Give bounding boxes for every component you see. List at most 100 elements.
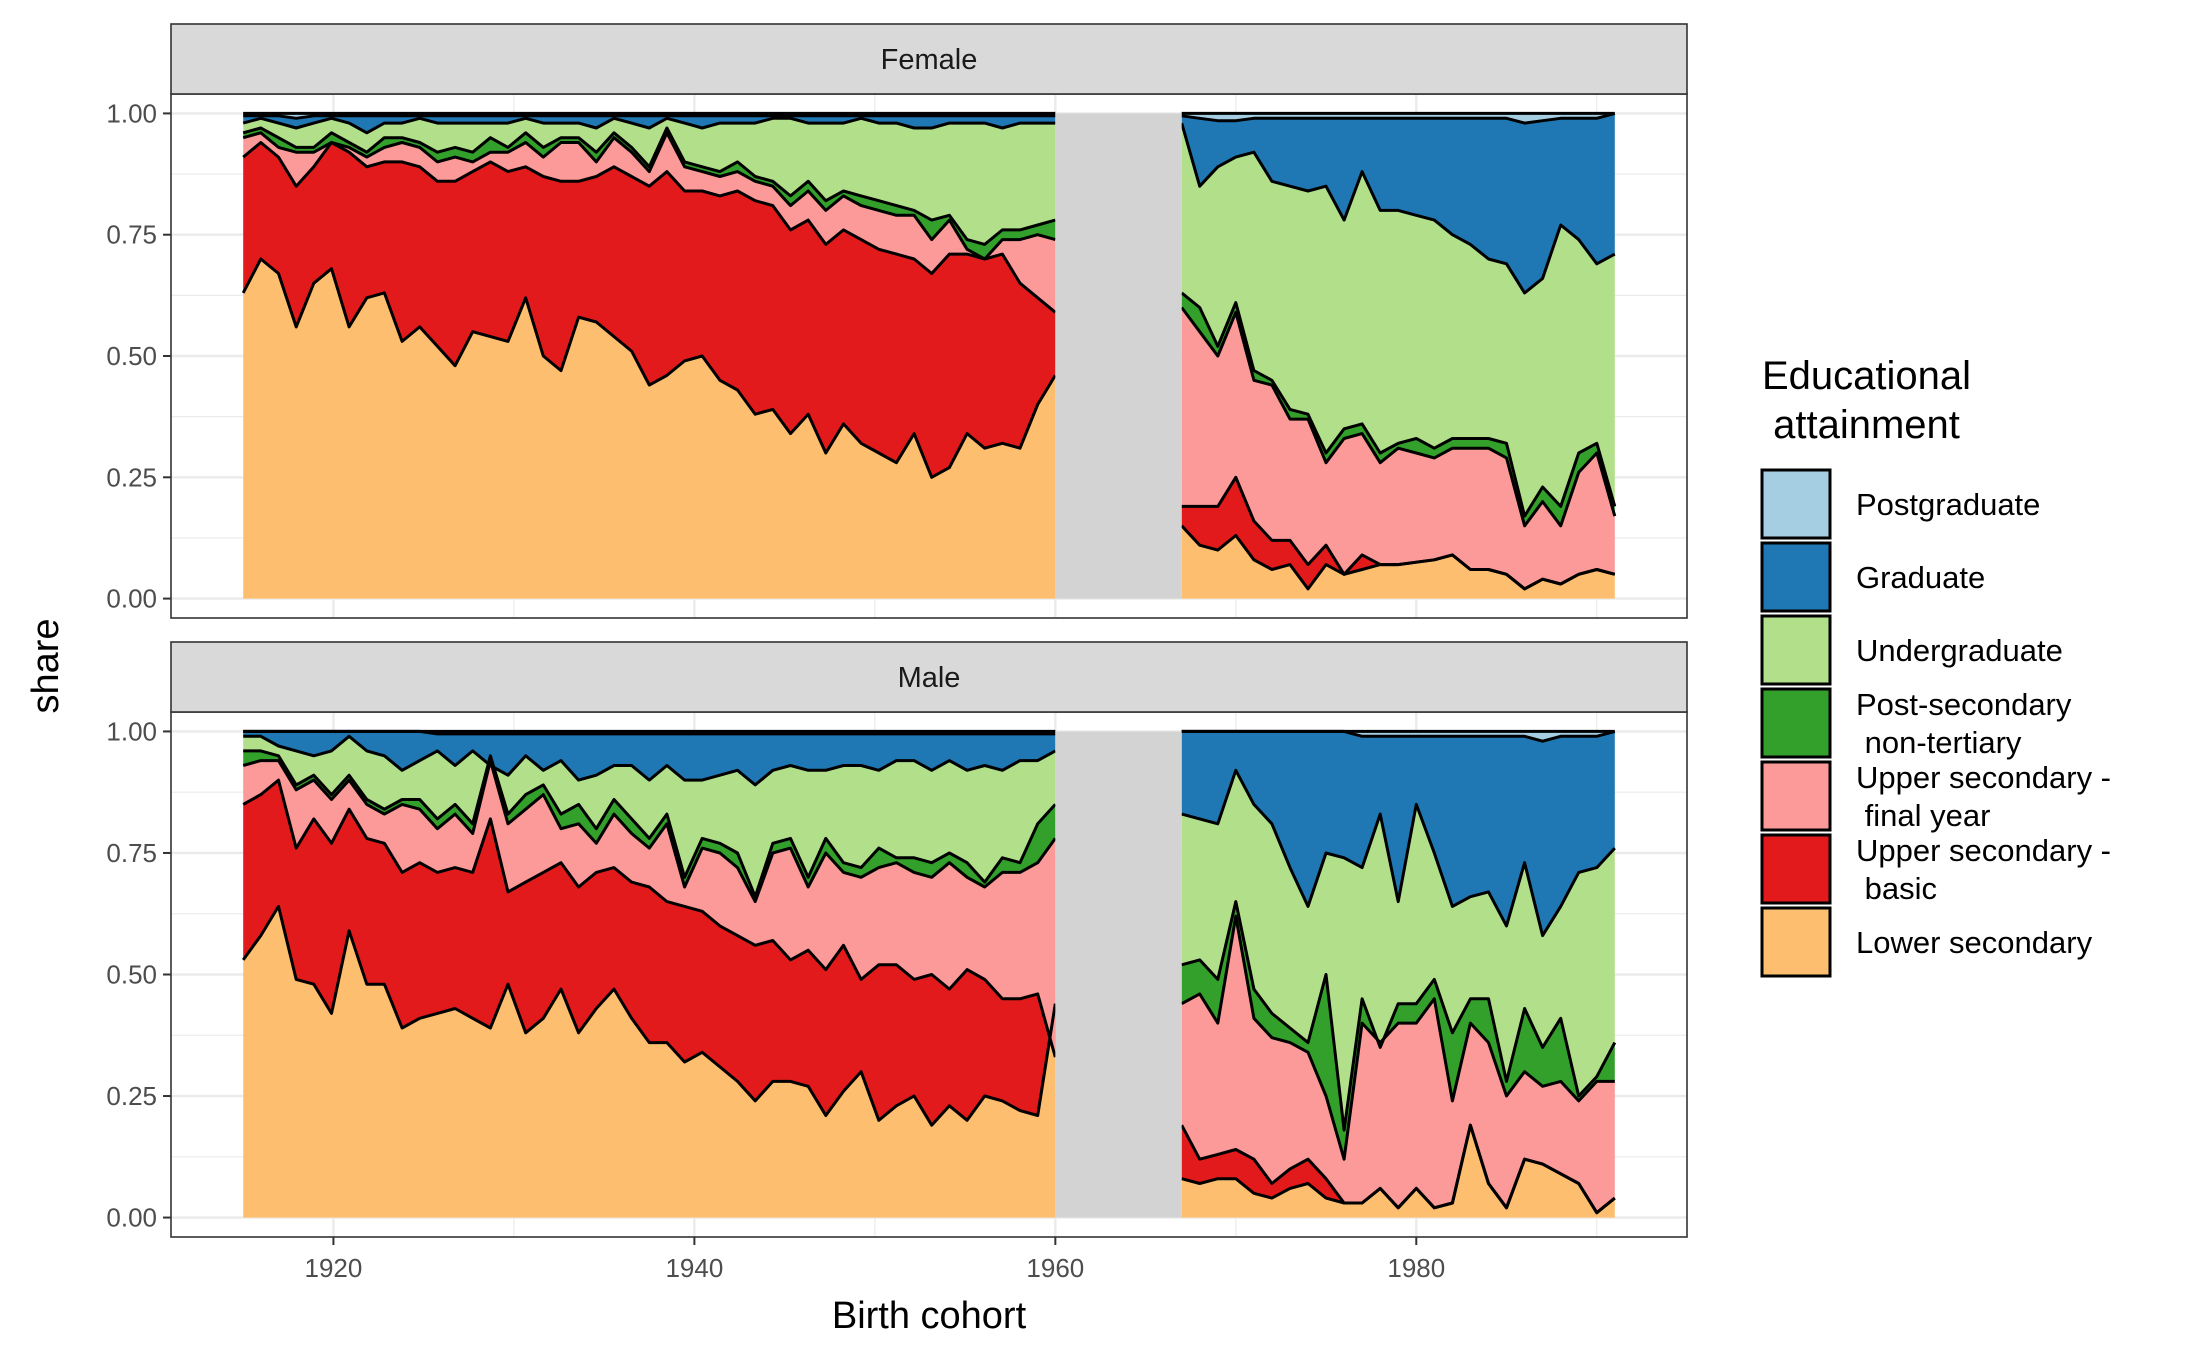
x-tick-label: 1920 bbox=[305, 1253, 363, 1283]
area-upper-secondary-final-year bbox=[1181, 916, 1615, 1213]
segment-early bbox=[241, 729, 1057, 1218]
legend-swatch bbox=[1760, 760, 1832, 832]
line-upper-secondary-final-year bbox=[242, 759, 1057, 904]
area-lower-secondary bbox=[243, 259, 1056, 599]
y-tick-label: 0.75 bbox=[106, 220, 157, 250]
area-upper-secondary-final-year bbox=[243, 760, 1056, 1058]
legend-item-graduate: Graduate bbox=[1760, 541, 1985, 613]
area-upper-secondary-basic bbox=[243, 142, 1056, 478]
legend-label-line: final year bbox=[1856, 798, 1990, 833]
legend-label-line: Graduate bbox=[1856, 560, 1985, 595]
legend-label-line: Upper secondary - bbox=[1856, 760, 2111, 795]
legend-item-lower-secondary: Lower secondary bbox=[1760, 906, 2093, 978]
panel-female: Female bbox=[170, 23, 1688, 619]
area-lower-secondary bbox=[1181, 525, 1615, 599]
area-undergraduate bbox=[243, 736, 1056, 897]
chart-panels: Female Male bbox=[170, 23, 1688, 1238]
line-upper-secondary-final-year bbox=[1180, 306, 1617, 528]
legend-label: Graduate bbox=[1856, 560, 1985, 595]
legend-label: Undergraduate bbox=[1856, 633, 2063, 668]
line-undergraduate bbox=[1181, 768, 1616, 938]
legend-label-line: Undergraduate bbox=[1856, 633, 2063, 668]
line-post-secondary-non-tertiary bbox=[243, 749, 1057, 899]
legend-item-postgraduate: Postgraduate bbox=[1760, 468, 2040, 540]
legend: Educational attainment Postgraduate Gradu… bbox=[1760, 354, 2111, 978]
legend-label: Upper secondary - final year bbox=[1856, 760, 2111, 833]
legend-label-line: Upper secondary - bbox=[1856, 833, 2111, 868]
area-lower-secondary bbox=[243, 906, 1056, 1218]
area-upper-secondary-final-year bbox=[243, 132, 1056, 313]
line-post-secondary-non-tertiary bbox=[1181, 900, 1617, 1132]
line-post-secondary-non-tertiary bbox=[242, 126, 1056, 246]
legend-label-line: non-tertiary bbox=[1856, 725, 2022, 760]
line-upper-secondary-final-year bbox=[242, 131, 1056, 261]
x-tick-label: 1940 bbox=[665, 1253, 723, 1283]
area-postgraduate bbox=[1181, 731, 1615, 742]
legend-label-line: Postgraduate bbox=[1856, 487, 2040, 522]
y-tick-label: 0.00 bbox=[106, 584, 157, 614]
y-axis-male: 0.00 0.25 0.50 0.75 1.00 bbox=[106, 716, 171, 1233]
line-lower-secondary bbox=[241, 904, 1057, 1127]
legend-swatch bbox=[1760, 541, 1832, 613]
missing-data-gap bbox=[1055, 113, 1182, 599]
line-undergraduate bbox=[1180, 122, 1616, 295]
x-tick-label: 1960 bbox=[1026, 1253, 1084, 1283]
line-undergraduate bbox=[243, 734, 1057, 787]
area-undergraduate bbox=[1181, 123, 1615, 517]
area-undergraduate bbox=[243, 118, 1056, 245]
area-undergraduate bbox=[1181, 770, 1615, 1131]
legend-title-line: attainment bbox=[1762, 403, 1960, 447]
y-tick-label: 0.25 bbox=[106, 1081, 157, 1111]
y-tick-label: 0.50 bbox=[106, 960, 157, 990]
legend-swatch bbox=[1760, 906, 1832, 978]
legend-item-post-secondary-non-tertiary: Post-secondary non-tertiary bbox=[1760, 687, 2072, 760]
line-lower-secondary bbox=[241, 257, 1057, 479]
y-tick-label: 1.00 bbox=[106, 716, 157, 746]
area-post-secondary-non-tertiary bbox=[243, 128, 1056, 259]
y-tick-label: 1.00 bbox=[106, 98, 157, 128]
line-upper-secondary-final-year bbox=[1180, 914, 1615, 1161]
legend-swatch bbox=[1760, 687, 1832, 759]
legend-swatch bbox=[1760, 614, 1832, 686]
segment-late bbox=[1180, 111, 1617, 599]
legend-item-undergraduate: Undergraduate bbox=[1760, 614, 2063, 686]
legend-swatch bbox=[1760, 833, 1832, 905]
line-upper-secondary-basic bbox=[1181, 475, 1616, 591]
legend-items: Postgraduate Graduate Undergraduate Post-se… bbox=[1760, 468, 2111, 978]
y-tick-label: 0.50 bbox=[106, 341, 157, 371]
area-lower-secondary bbox=[1181, 1125, 1615, 1218]
legend-item-upper-secondary-final-year: Upper secondary - final year bbox=[1760, 760, 2111, 833]
legend-label-line: Post-secondary bbox=[1856, 687, 2072, 722]
line-upper-secondary-basic bbox=[242, 141, 1057, 314]
segment-late bbox=[1180, 729, 1617, 1218]
y-tick-label: 0.75 bbox=[106, 838, 157, 868]
area-graduate bbox=[1181, 731, 1615, 936]
line-upper-secondary-basic bbox=[1180, 1123, 1616, 1215]
facet-strip-label: Female bbox=[881, 44, 978, 76]
legend-title: Educational attainment bbox=[1762, 354, 1971, 447]
legend-label: Lower secondary bbox=[1856, 925, 2093, 960]
facet-strip bbox=[170, 641, 1688, 713]
missing-data-gap bbox=[1055, 731, 1182, 1218]
legend-item-upper-secondary-basic: Upper secondary - basic bbox=[1760, 833, 2111, 906]
y-tick-label: 0.25 bbox=[106, 462, 157, 492]
line-undergraduate bbox=[242, 116, 1056, 135]
area-upper-secondary-basic bbox=[1181, 477, 1615, 589]
legend-swatch bbox=[1760, 468, 1832, 540]
facet-strip-label: Male bbox=[898, 662, 961, 694]
y-axis-title: share bbox=[25, 618, 67, 713]
line-post-secondary-non-tertiary bbox=[1180, 291, 1617, 518]
x-axis: 1920 1940 1960 1980 bbox=[305, 1237, 1445, 1283]
area-graduate bbox=[1181, 113, 1615, 293]
legend-label-line: basic bbox=[1856, 871, 1937, 906]
chart-axes: 0.00 0.25 0.50 0.75 1.00 0.00 0.25 0.50 0.75 1.00… bbox=[106, 98, 1445, 1283]
legend-label-line: Lower secondary bbox=[1856, 925, 2093, 960]
facet-strip bbox=[170, 23, 1688, 95]
line-graduate bbox=[1181, 111, 1616, 125]
x-axis-title: Birth cohort bbox=[832, 1295, 1027, 1337]
y-axis-female: 0.00 0.25 0.50 0.75 1.00 bbox=[106, 98, 171, 614]
legend-label: Upper secondary - basic bbox=[1856, 833, 2111, 906]
line-graduate bbox=[243, 114, 1056, 120]
segment-early bbox=[241, 111, 1057, 599]
